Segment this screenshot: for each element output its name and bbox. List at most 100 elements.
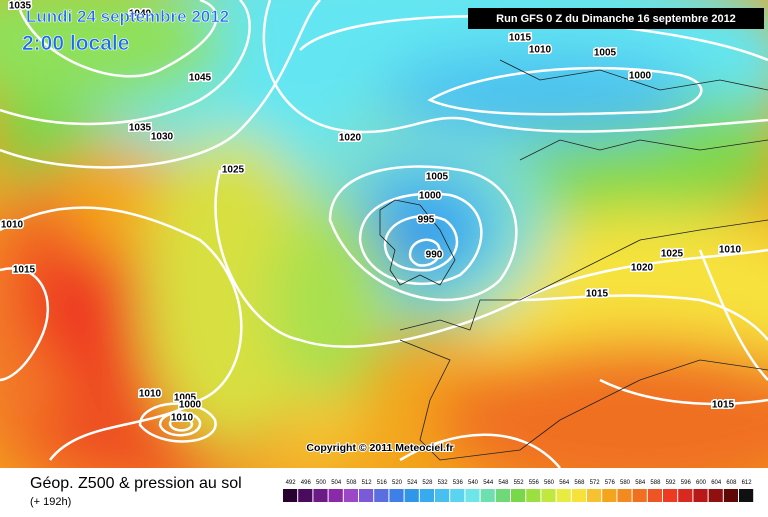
isobar-label: 1035 [9, 1, 32, 12]
scale-label: 600 [696, 480, 707, 486]
scale-swatch [359, 489, 374, 502]
scale-swatch [343, 489, 358, 502]
scale-swatch [617, 489, 632, 502]
isobar-label: 995 [418, 215, 435, 226]
lead-time: (+ 192h) [30, 496, 71, 508]
isobar-label: 1025 [661, 249, 684, 260]
scale-label: 532 [438, 480, 449, 486]
run-info: Run GFS 0 Z du Dimanche 16 septembre 201… [496, 13, 736, 25]
scale-swatch [602, 489, 617, 502]
isobar-label: 1020 [339, 133, 362, 144]
isobar-label: 1000 [629, 71, 652, 82]
isobar-label: 1015 [586, 289, 609, 300]
scale-label: 504 [331, 480, 342, 486]
scale-swatch [298, 489, 313, 502]
isobar-label: 1040 [129, 9, 152, 20]
scale-swatch [587, 489, 602, 502]
local-time: 2:00 locale [22, 32, 129, 55]
scale-swatch [541, 489, 556, 502]
isobar-label: 1010 [171, 413, 194, 424]
isobar-label: 1010 [529, 45, 552, 56]
scale-label: 604 [711, 480, 722, 486]
isobars [0, 0, 768, 468]
scale-label: 560 [544, 480, 555, 486]
scale-label: 528 [422, 480, 433, 486]
scale-label: 608 [726, 480, 737, 486]
scale-swatch [693, 489, 708, 502]
isobar-label: 990 [426, 250, 443, 261]
color-scale: 492 496 500 504 508 512 516 520 524 528 532 536 540 5… [283, 480, 754, 502]
scale-label: 584 [635, 480, 646, 486]
scale-label: 572 [590, 480, 601, 486]
scale-label: 512 [362, 480, 373, 486]
scale-label: 492 [286, 480, 297, 486]
scale-label: 556 [529, 480, 540, 486]
copyright: Copyright © 2011 Meteociel.fr [306, 442, 453, 454]
isobar-label: 1015 [509, 33, 532, 44]
scale-label: 520 [392, 480, 403, 486]
scale-label: 500 [316, 480, 327, 486]
isobar-label: 1000 [179, 400, 202, 411]
isobar-label: 1005 [174, 393, 197, 404]
scale-swatch [708, 489, 723, 502]
scale-swatch [328, 489, 343, 502]
scale-label: 544 [483, 480, 494, 486]
scale-swatch [632, 489, 647, 502]
isobar-label: 1030 [151, 132, 174, 143]
scale-label: 588 [650, 480, 661, 486]
scale-label: 568 [574, 480, 585, 486]
scale-label: 576 [605, 480, 616, 486]
isobar-label: 1005 [594, 48, 617, 59]
isobar-label: 1005 [426, 172, 449, 183]
scale-swatch [526, 489, 541, 502]
isobar-label: 1015 [712, 400, 735, 411]
scale-swatch [495, 489, 510, 502]
scale-swatch [739, 489, 754, 502]
isobar-label: 1020 [631, 263, 654, 274]
isobar-label: 1035 [129, 123, 152, 134]
scale-label: 580 [620, 480, 631, 486]
scale-label: 536 [453, 480, 464, 486]
scale-label: 516 [377, 480, 388, 486]
scale-swatch [678, 489, 693, 502]
footer-title: Géop. Z500 & pression au sol [30, 475, 242, 492]
scale-swatch [511, 489, 526, 502]
isobar-label: 1025 [222, 165, 245, 176]
isobar-label: 1010 [139, 389, 162, 400]
scale-label: 564 [559, 480, 570, 486]
coastlines [379, 59, 768, 461]
valid-date: Lundi 24 septembre 2012 [26, 7, 229, 26]
scale-label: 508 [346, 480, 357, 486]
scale-swatch [663, 489, 678, 502]
isobar-label: 1015 [13, 265, 36, 276]
scale-label: 496 [301, 480, 312, 486]
scale-swatch [450, 489, 465, 502]
scale-swatch [313, 489, 328, 502]
scale-label: 524 [407, 480, 418, 486]
isobar-label: 1010 [1, 220, 24, 231]
scale-swatch [435, 489, 450, 502]
scale-swatch [374, 489, 389, 502]
isobar-label: 1010 [719, 245, 742, 256]
scale-swatch [283, 489, 298, 502]
scale-label: 548 [498, 480, 509, 486]
scale-label: 592 [666, 480, 677, 486]
scale-label: 540 [468, 480, 479, 486]
scale-swatch [404, 489, 419, 502]
scale-label: 596 [681, 480, 692, 486]
isobar-label: 1000 [419, 191, 442, 202]
scale-label: 612 [742, 480, 753, 486]
scale-swatch [419, 489, 434, 502]
scale-swatch [480, 489, 495, 502]
scale-swatch [647, 489, 662, 502]
scale-swatch [571, 489, 586, 502]
scale-swatch [389, 489, 404, 502]
isobar-label: 1045 [189, 73, 212, 84]
scale-label: 552 [514, 480, 525, 486]
scale-swatch [556, 489, 571, 502]
run-box [468, 8, 764, 29]
scale-swatch [465, 489, 480, 502]
